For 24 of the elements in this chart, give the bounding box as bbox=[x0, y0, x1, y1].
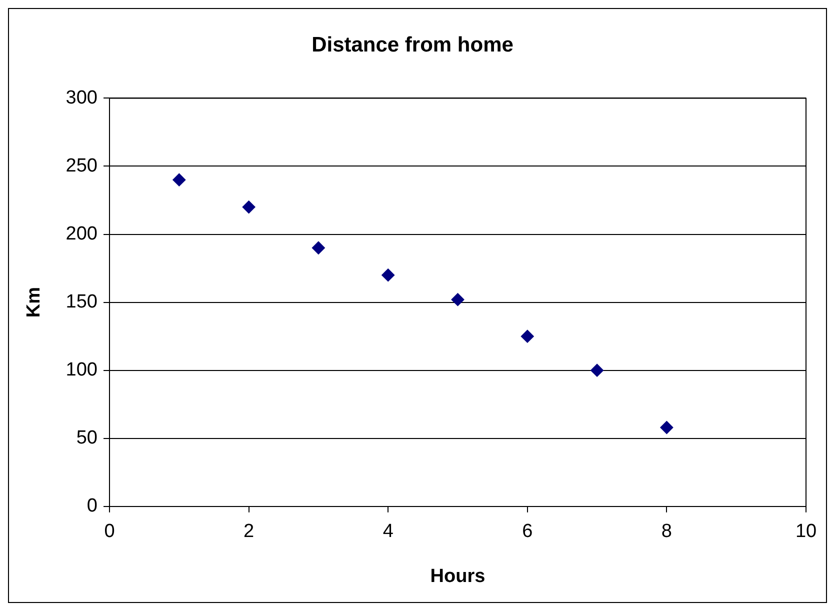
x-tick-label: 0 bbox=[104, 521, 115, 542]
point bbox=[172, 173, 186, 186]
x-tick-label: 2 bbox=[244, 521, 254, 542]
x-tick-label: 6 bbox=[522, 521, 533, 542]
point bbox=[242, 200, 256, 214]
y-axis-title: Km bbox=[24, 286, 45, 318]
x-tick-label: 4 bbox=[382, 521, 394, 542]
y-tick-label: 50 bbox=[76, 428, 98, 449]
point bbox=[312, 241, 325, 254]
y-tick-label: 150 bbox=[66, 292, 98, 313]
point bbox=[451, 293, 464, 306]
y-tick-label: 250 bbox=[66, 155, 98, 176]
x-axis-title: Hours bbox=[430, 566, 486, 587]
point bbox=[660, 420, 674, 434]
point bbox=[382, 268, 395, 282]
y-tick-label: 0 bbox=[86, 496, 98, 517]
chart-title: Distance from home bbox=[312, 33, 514, 56]
x-tick-label: 8 bbox=[661, 521, 672, 542]
y-tick-label: 200 bbox=[66, 224, 98, 244]
y-tick-label: 300 bbox=[66, 87, 98, 108]
point bbox=[590, 364, 604, 377]
x-tick-label: 10 bbox=[795, 521, 817, 542]
y-tick-label: 100 bbox=[66, 360, 98, 381]
point bbox=[520, 330, 534, 343]
